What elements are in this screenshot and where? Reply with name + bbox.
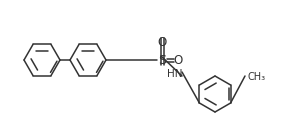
Text: HN: HN xyxy=(167,69,183,79)
Text: O: O xyxy=(173,53,183,67)
Text: S: S xyxy=(158,53,166,67)
Text: CH₃: CH₃ xyxy=(248,72,266,82)
Text: O: O xyxy=(157,36,167,48)
